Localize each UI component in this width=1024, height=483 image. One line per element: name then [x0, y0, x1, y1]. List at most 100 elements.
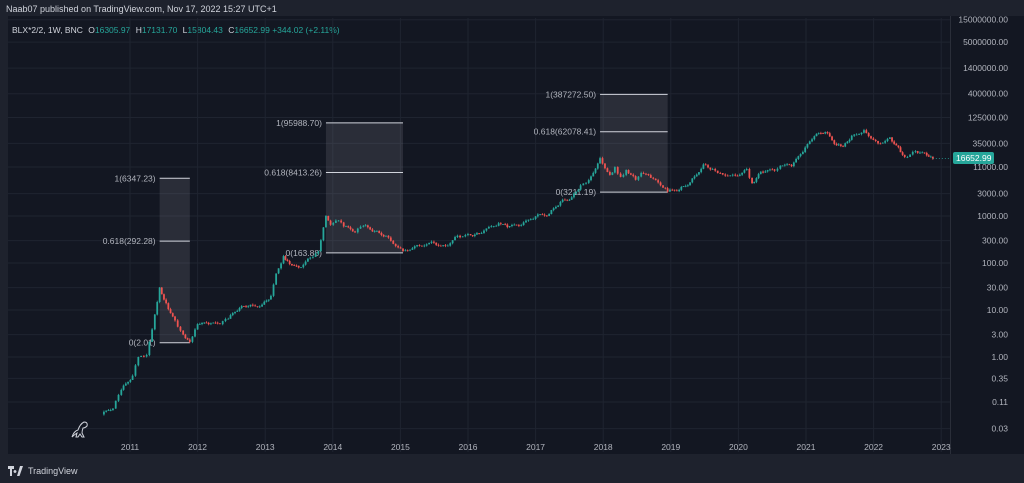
candle-body: [506, 224, 509, 228]
candle-body: [219, 323, 221, 325]
candle-body: [297, 265, 300, 268]
candle-body: [454, 237, 456, 241]
candle-body: [394, 243, 397, 247]
candle-body: [179, 326, 182, 331]
candle-body: [619, 173, 622, 177]
candle-body: [601, 158, 604, 164]
candle-body: [554, 206, 557, 209]
chart-area[interactable]: [8, 16, 950, 454]
candle-body: [265, 300, 268, 302]
candle-body: [566, 199, 569, 201]
low-value: 15804.43: [187, 25, 223, 35]
price-axis[interactable]: [950, 16, 1024, 454]
candle-body: [596, 163, 599, 169]
candle-body: [430, 241, 433, 243]
candle-body: [467, 234, 469, 236]
y-tick-label: 3.00: [991, 330, 1008, 340]
candle-body: [295, 265, 298, 267]
candle-body: [131, 375, 134, 380]
candle-body: [627, 170, 630, 174]
y-tick-label: 3000.00: [977, 189, 1008, 199]
candle-body: [573, 193, 575, 198]
candle-body: [604, 163, 606, 169]
tradingview-brand-label: TradingView: [28, 466, 78, 476]
candle-body: [813, 136, 816, 140]
x-tick-label: 2012: [188, 442, 207, 452]
y-tick-label: 1.00: [991, 352, 1008, 362]
candle-body: [428, 242, 431, 245]
candle-body: [629, 173, 632, 175]
candle-body: [640, 173, 643, 177]
candle-body: [435, 242, 438, 245]
candle-body: [855, 134, 858, 136]
candle-body: [927, 155, 930, 157]
candle-body: [171, 313, 174, 317]
candle-body: [112, 408, 114, 410]
candle-body: [392, 240, 395, 244]
x-tick-label: 2018: [594, 442, 613, 452]
candle-body: [275, 273, 278, 285]
x-tick-label: 2023: [932, 442, 951, 452]
candle-body: [719, 173, 722, 174]
tradingview-brand[interactable]: TradingView: [8, 466, 78, 476]
candle-body: [397, 246, 400, 248]
candle-body: [304, 261, 307, 265]
candle-body: [759, 171, 762, 175]
candle-body: [117, 394, 120, 401]
candle-body: [764, 171, 767, 173]
candle-body: [214, 322, 217, 324]
candle-body: [757, 174, 760, 179]
candle-body: [652, 177, 655, 179]
fib-level-label: 1(95988.70): [276, 118, 322, 128]
y-tick-label: 1000.00: [977, 211, 1008, 221]
candle-body: [599, 158, 601, 164]
candle-body: [786, 164, 788, 166]
candle-body: [689, 182, 691, 186]
candle-body: [582, 183, 585, 186]
candle-body: [561, 199, 564, 202]
candle-body: [387, 235, 390, 238]
footer: [0, 458, 1024, 483]
y-tick-label: 11000.00: [973, 162, 1008, 172]
candle-body: [662, 185, 664, 188]
candle-body: [611, 172, 614, 175]
x-tick-label: 2017: [526, 442, 545, 452]
candle-body: [559, 201, 562, 206]
candle-body: [897, 145, 900, 148]
candle-body: [522, 222, 525, 226]
ohlc-legend: BLX*2/2, 1W, BNC O16305.97 H17131.70 L15…: [12, 25, 340, 35]
x-tick-label: 2019: [661, 442, 680, 452]
high-label: H: [135, 25, 142, 35]
candle-body: [753, 181, 756, 184]
candle-body: [545, 215, 548, 217]
candle-body: [495, 225, 498, 227]
candle-body: [625, 170, 628, 175]
candle-body: [293, 265, 296, 267]
x-tick-label: 2014: [323, 442, 342, 452]
candle-body: [613, 167, 616, 173]
candle-body: [151, 329, 154, 342]
x-tick-label: 2011: [121, 442, 140, 452]
candle-body: [539, 214, 542, 216]
candle-body: [124, 383, 127, 386]
candle-body: [632, 174, 635, 177]
candle-body: [751, 177, 753, 184]
candle-body: [186, 338, 189, 340]
candle-body: [322, 227, 325, 241]
candle-body: [779, 165, 782, 169]
candle-body: [312, 256, 314, 258]
candle-body: [844, 143, 847, 147]
candle-body: [766, 170, 769, 172]
candle-body: [413, 246, 416, 249]
candle-body: [425, 244, 428, 246]
candle-body: [270, 295, 272, 300]
fib-box: [325, 122, 403, 253]
candle-body: [234, 311, 236, 314]
candle-body: [182, 330, 185, 335]
candle-body: [378, 230, 381, 233]
fib-box: [159, 178, 190, 343]
candle-body: [828, 133, 831, 137]
candle-body: [423, 245, 426, 247]
y-tick-label: 0.35: [991, 373, 1008, 383]
candle-body: [833, 140, 836, 144]
